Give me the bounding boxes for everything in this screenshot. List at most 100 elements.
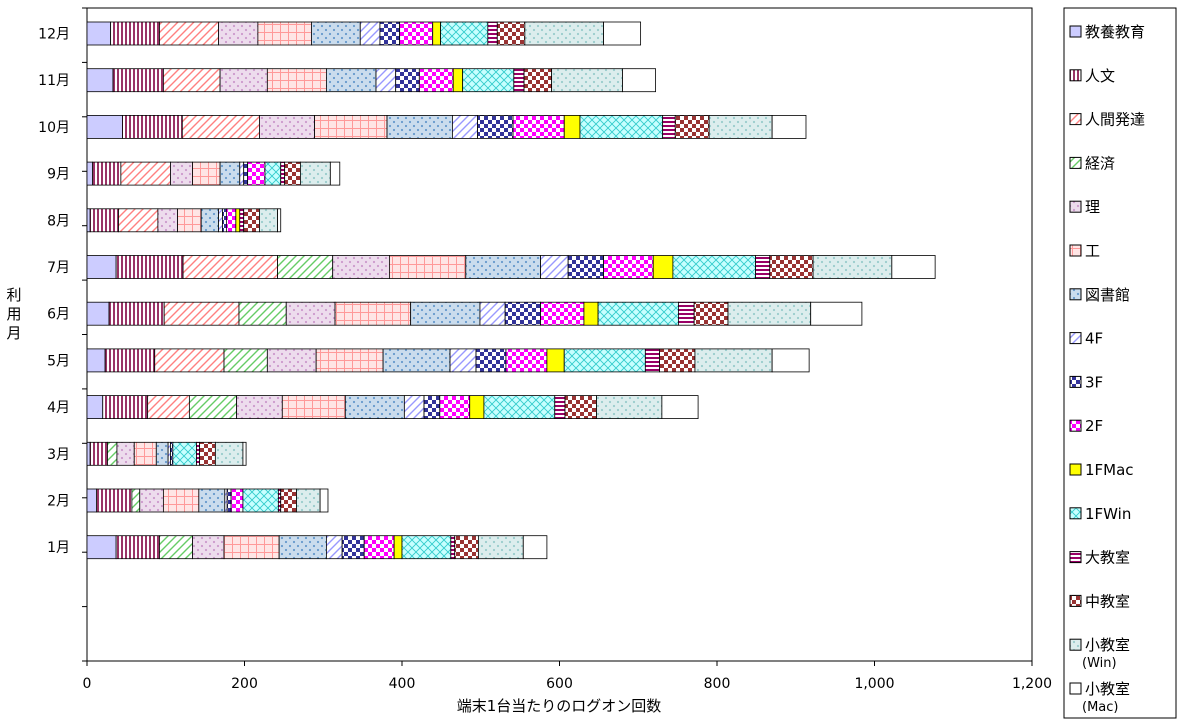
bar-segment xyxy=(319,488,329,513)
bar-segment xyxy=(694,348,773,373)
category-axis: 12月 11月 10月 9月 8月 7月 6月 5月 4月 3月 2月 1月 xyxy=(38,7,87,662)
bar-segment xyxy=(223,348,268,373)
bar-segment xyxy=(479,301,506,326)
bar-segment xyxy=(115,535,160,560)
bar-segment xyxy=(277,208,282,233)
bar-segment xyxy=(546,348,565,373)
bar-segment xyxy=(278,535,327,560)
value-tick-label: 600 xyxy=(546,676,573,692)
bar-segment xyxy=(172,441,197,466)
bar-segment xyxy=(659,348,696,373)
bar-segment xyxy=(104,348,156,373)
bar-segment xyxy=(449,348,477,373)
plot-area xyxy=(86,7,1033,662)
bar-segment xyxy=(277,255,334,279)
bar-segment xyxy=(280,161,286,186)
bar-segment xyxy=(86,161,93,186)
legend-label: 理 xyxy=(1085,198,1100,216)
bar-segment xyxy=(388,255,467,279)
bar-segment xyxy=(192,161,221,186)
bar-segment xyxy=(662,115,676,139)
bar-segment xyxy=(181,115,260,139)
bars-layer xyxy=(86,21,936,560)
bar-segment xyxy=(110,21,160,46)
legend-label: 人文 xyxy=(1085,67,1115,85)
bar-segment xyxy=(597,301,679,326)
legend-swatch xyxy=(1069,419,1082,432)
legend-swatch xyxy=(1069,463,1082,476)
bar-segment xyxy=(118,208,159,233)
bar-segment xyxy=(198,488,226,513)
bar-segment xyxy=(382,348,451,373)
bar-segment xyxy=(200,208,219,233)
bar-segment xyxy=(540,255,569,279)
bar-segment xyxy=(410,301,481,326)
bar-segment xyxy=(504,301,542,326)
legend-swatch xyxy=(1069,332,1082,345)
bar-segment xyxy=(450,535,456,560)
bar-segment xyxy=(89,441,108,466)
bar-segment xyxy=(451,115,478,139)
legend-box xyxy=(1063,7,1177,719)
bar-segment xyxy=(223,535,280,560)
bar-segment xyxy=(257,21,312,46)
legend-swatch xyxy=(1069,200,1082,213)
bar-segment xyxy=(86,208,91,233)
bar-segment xyxy=(674,115,710,139)
bar-segment xyxy=(554,395,566,420)
bar-segment xyxy=(522,535,548,560)
bar-segment xyxy=(771,348,810,373)
bar-segment xyxy=(300,161,331,186)
bar-segment xyxy=(139,488,164,513)
category-tick-label: 12月 xyxy=(38,27,70,43)
bar-segment xyxy=(810,301,863,326)
bar-segment xyxy=(418,68,454,93)
bar-segment xyxy=(344,395,405,420)
bar-segment xyxy=(242,488,279,513)
bar-segment xyxy=(280,488,297,513)
category-tick-label: 9月 xyxy=(47,167,70,183)
bar-segment xyxy=(477,535,524,560)
bar-segment xyxy=(89,208,119,233)
legend-item: 中教室 xyxy=(1069,592,1130,610)
bar-segment xyxy=(551,68,623,93)
category-tick-label: 10月 xyxy=(38,120,70,136)
category-tick-label: 5月 xyxy=(47,353,70,369)
bar-segment xyxy=(284,161,301,186)
category-tick-label: 3月 xyxy=(47,447,70,463)
bar-segment xyxy=(214,441,244,466)
y-axis-title: 利用月 xyxy=(6,286,21,342)
bar-segment xyxy=(226,488,232,513)
bar-segment xyxy=(259,115,315,139)
bar-segment xyxy=(727,301,812,326)
legend-label: 中教室 xyxy=(1085,592,1130,610)
legend-label: 人間発達 xyxy=(1085,111,1145,129)
bar-segment xyxy=(86,68,114,93)
bar-segment xyxy=(325,535,343,560)
legend-item: 1FWin xyxy=(1069,505,1131,523)
bar-segment xyxy=(264,161,282,186)
legend-label: 大教室 xyxy=(1085,549,1130,567)
bar-segment xyxy=(147,395,190,420)
bar-segment xyxy=(281,395,346,420)
legend-item: 教養教育 xyxy=(1069,23,1145,41)
bar-segment xyxy=(563,115,581,139)
bar-segment xyxy=(225,208,237,233)
value-tick-label: 1,000 xyxy=(854,676,894,692)
legend-item: 理 xyxy=(1069,198,1100,216)
bar-segment xyxy=(199,441,216,466)
bar-segment xyxy=(523,68,553,93)
legend-item: 工 xyxy=(1069,242,1100,260)
legend-label: 経済 xyxy=(1085,154,1115,172)
bar-segment xyxy=(469,395,485,420)
bar-segment xyxy=(334,301,412,326)
bar-segment xyxy=(483,395,556,420)
bar-segment xyxy=(512,115,565,139)
bar-segment xyxy=(196,441,201,466)
bar-segment xyxy=(505,348,548,373)
bar-segment xyxy=(236,395,283,420)
legend-label: 4F xyxy=(1085,330,1103,348)
bar-segment xyxy=(644,348,660,373)
bar-segment xyxy=(622,68,656,93)
bar-segment xyxy=(102,395,149,420)
